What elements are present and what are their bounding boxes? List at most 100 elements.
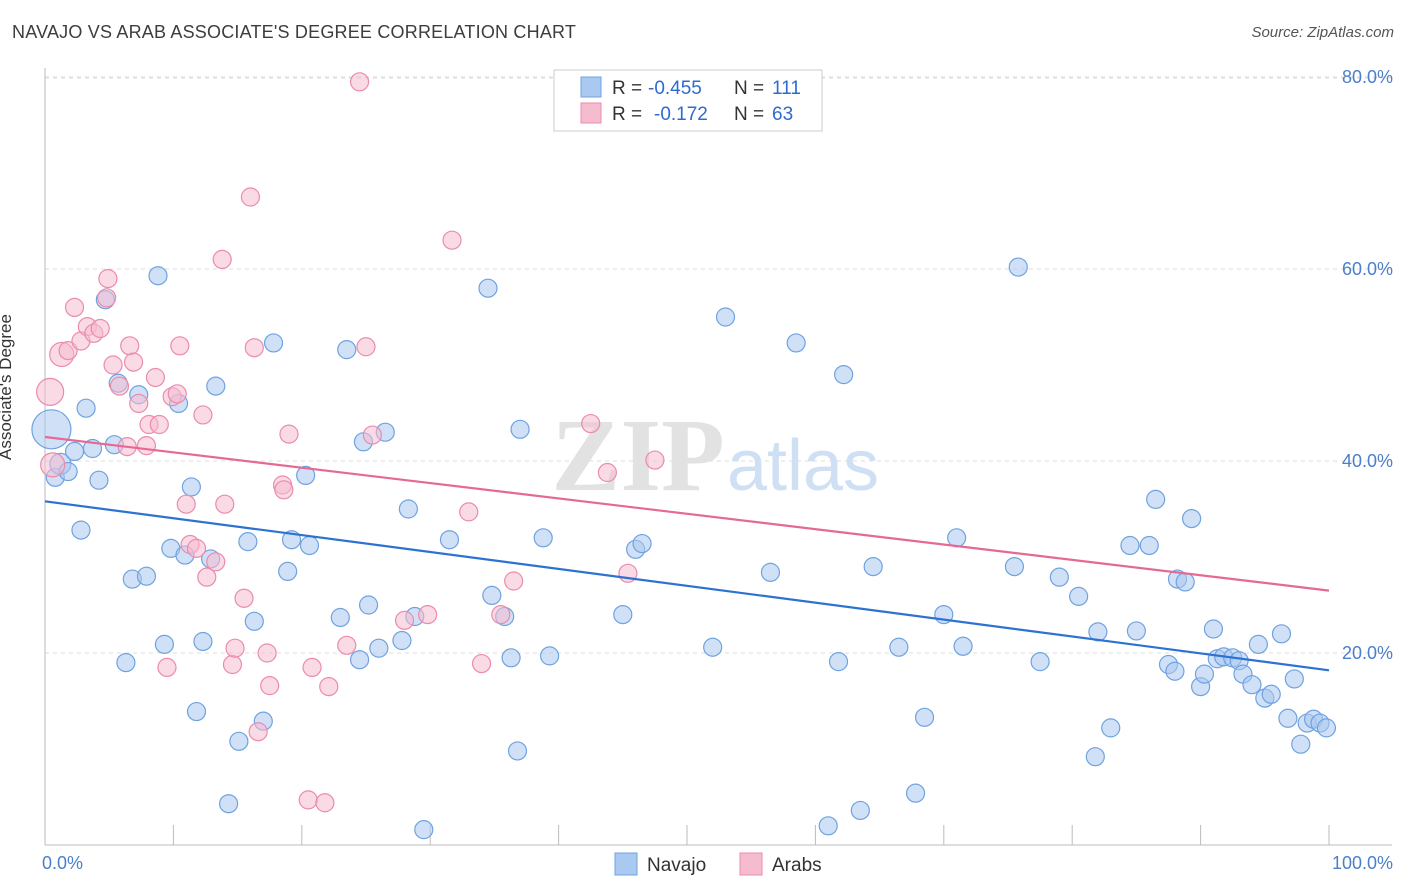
y-tick-label: 40.0% [1342,451,1393,471]
navajo-point [369,638,389,658]
arabs-point [103,355,123,375]
arabs-point [136,436,157,456]
watermark-zip: ZIP [551,398,724,513]
arabs-point [257,643,277,663]
navajo-point [1316,718,1337,738]
arabs-point [394,610,415,630]
navajo-point [238,532,258,552]
arabs-trend-line [44,435,1330,592]
arabs-point [64,297,85,317]
navajo-point [889,637,909,657]
navajo-point [818,816,838,836]
navajo-point [1284,669,1304,689]
navajo-point [439,530,460,550]
navajo-point [76,398,96,418]
arabs-point [349,72,370,92]
arabs-point [274,480,294,500]
arabs-point [225,638,245,658]
series-legend: Navajo Arabs [614,852,822,876]
navajo-point [414,820,434,840]
arabs-point [193,405,213,425]
navajo-point [278,561,298,582]
arabs-point [40,452,66,478]
series-legend-arabs-label: Arabs [772,855,822,876]
grid-lines [45,76,1392,654]
navajo-point [31,409,72,450]
navajo-point [533,528,553,548]
navajo-point [116,652,136,673]
y-axis-label: Associate's Degree [0,314,15,460]
x-tick-label-start: 0.0% [42,853,83,873]
correlation-legend: R = -0.455 N = 111 R = -0.172 N = 63 [553,69,823,132]
navajo-point [1085,747,1105,767]
arabs-point [212,249,232,269]
arabs-point [645,450,665,470]
arabs-point [504,571,524,591]
navajo-point [349,650,370,670]
navajo-point [64,441,85,461]
arabs-point [315,793,335,813]
chart-title: NAVAJO VS ARAB ASSOCIATE'S DEGREE CORREL… [12,22,577,42]
series-legend-navajo-label: Navajo [647,855,706,876]
navajo-point [905,783,926,803]
arabs-point [58,341,78,361]
navajo-point [1120,535,1140,556]
navajo-point [703,637,723,657]
navajo-point [1101,718,1121,738]
navajo-point [392,630,412,651]
navajo-point [219,794,239,814]
legend-navajo-n-label: N = [734,78,764,99]
tick-labels: 20.0% 40.0% 60.0% 80.0% 0.0% 100.0% [42,67,1393,873]
arabs-point [167,384,187,404]
y-tick-label: 20.0% [1342,643,1393,663]
navajo-point [828,652,849,672]
watermark: ZIP atlas [551,398,879,513]
series-legend-arabs-swatch [739,852,763,876]
arabs-point [206,552,226,572]
navajo-point [358,595,379,615]
arabs-point [581,413,601,434]
legend-arabs-r-value: -0.172 [654,104,708,125]
arabs-point [197,567,217,587]
arabs-point [176,494,196,514]
navajo-point [398,499,418,519]
navajo-point [1194,664,1215,684]
navajo-point [760,562,781,582]
chart-source: Source: ZipAtlas.com [1251,24,1394,41]
navajo-point [947,528,967,548]
legend-navajo-swatch [580,76,602,98]
navajo-point [1175,572,1195,592]
navajo-point [1242,675,1262,695]
arabs-point [234,588,254,608]
legend-arabs-n-value: 63 [772,104,793,125]
arabs-point [129,393,149,413]
y-axis-label-wrap: Associate's Degree [0,314,26,480]
navajo-point [330,607,350,628]
arabs-point [98,269,118,289]
navajo-point [244,611,264,631]
trend-lines [44,435,1330,672]
navajo-point [482,585,502,606]
navajo-trend-line [44,500,1330,672]
y-tick-label: 60.0% [1342,259,1393,279]
navajo-point [850,800,870,821]
arabs-point [145,367,166,388]
navajo-point [507,741,528,761]
navajo-point [1203,619,1224,639]
navajo-point [186,701,207,722]
arabs-point [157,657,177,678]
navajo-point [1248,634,1268,654]
navajo-point [181,477,201,497]
navajo-point [914,707,935,727]
arabs-point [298,790,318,810]
legend-navajo-r-label: R = [612,78,642,99]
arabs-point [222,654,243,675]
arabs-point [337,635,357,655]
navajo-point [715,307,736,327]
watermark-atlas: atlas [727,426,879,506]
arabs-point [244,338,264,358]
navajo-point [263,333,284,353]
navajo-point [1291,734,1311,754]
navajo-point [1278,708,1298,728]
